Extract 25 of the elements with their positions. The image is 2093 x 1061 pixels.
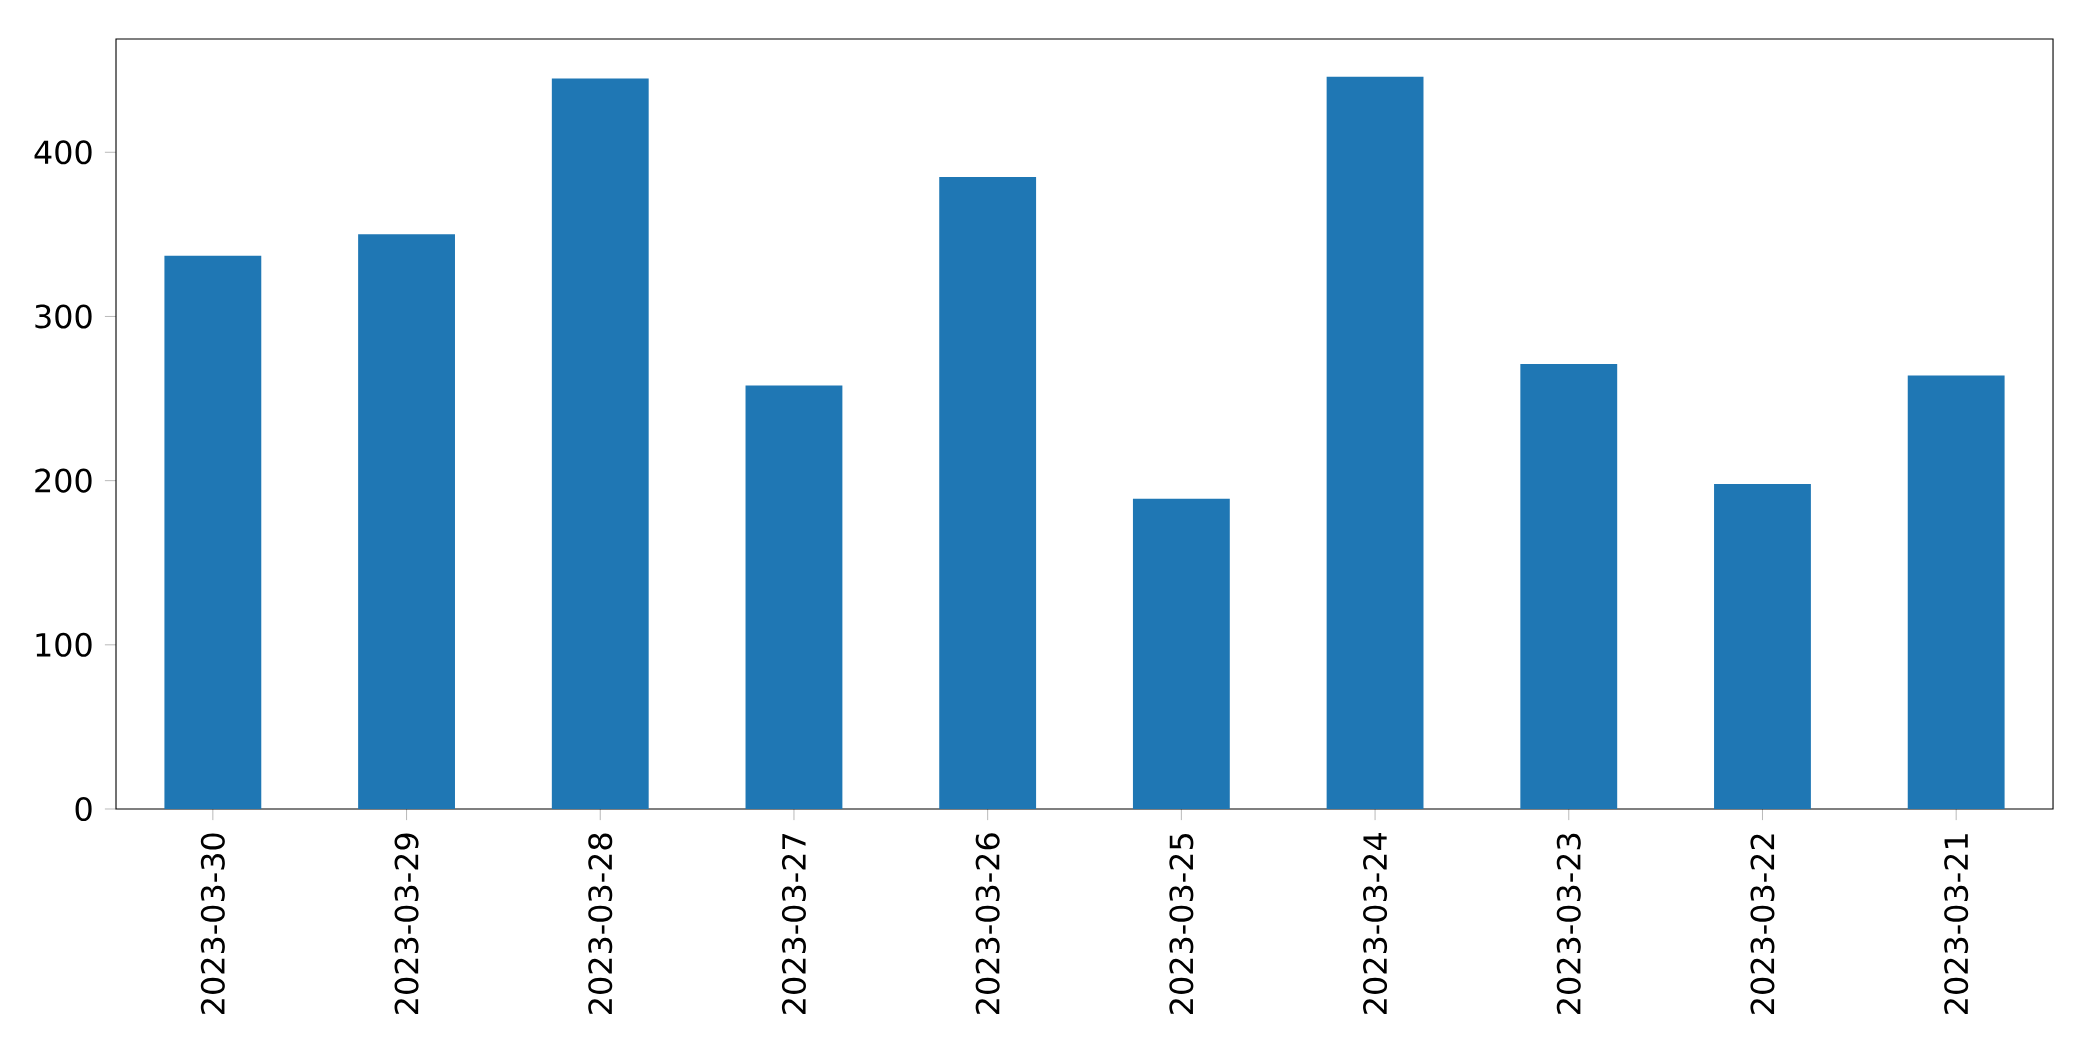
x-tick-label: 2023-03-22	[1750, 834, 1775, 1014]
y-tick-label: 400	[34, 140, 92, 165]
bar	[1714, 483, 1811, 809]
y-tick-label: 100	[36, 632, 92, 657]
bar	[745, 385, 843, 809]
bar	[1326, 76, 1424, 809]
y-tick-label: 0	[75, 796, 92, 822]
x-tick-label: 2023-03-24	[1363, 833, 1388, 1014]
x-tick-label: 2023-03-27	[781, 834, 806, 1014]
x-tick-label: 2023-03-25	[1169, 834, 1194, 1014]
bar	[1520, 364, 1618, 809]
bar	[1132, 498, 1230, 809]
x-tick-label: 2023-03-28	[588, 833, 613, 1014]
bar	[939, 176, 1037, 809]
bar	[164, 255, 262, 809]
x-tick-label: 2023-03-23	[1556, 833, 1581, 1014]
bar	[551, 78, 649, 809]
bar	[1907, 375, 2005, 809]
x-tick-label: 2023-03-21	[1944, 834, 1969, 1014]
bar	[358, 234, 455, 809]
y-tick-label: 300	[35, 304, 92, 329]
x-tick-label: 2023-03-26	[975, 833, 1000, 1014]
y-tick-label: 200	[35, 468, 92, 493]
x-tick-label: 2023-03-30	[200, 833, 225, 1014]
x-tick-label: 2023-03-29	[394, 833, 419, 1014]
